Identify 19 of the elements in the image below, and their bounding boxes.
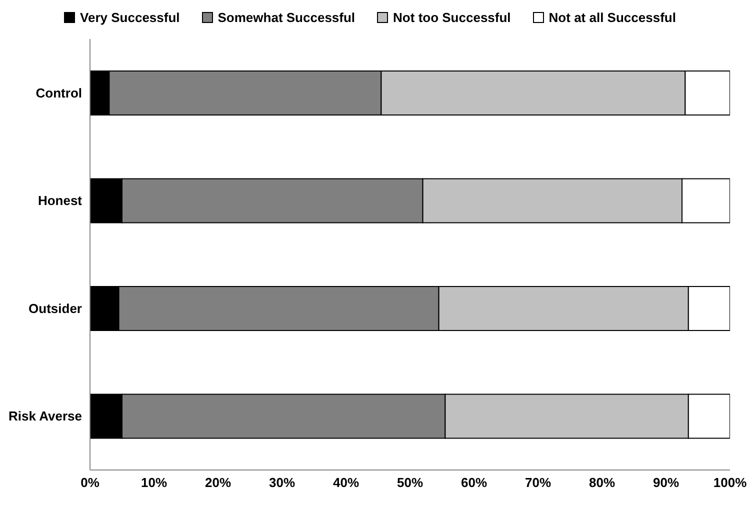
x-tick-label: 0% (80, 475, 100, 490)
y-tick-label: Honest (38, 193, 83, 208)
x-tick-label: 70% (524, 475, 552, 490)
x-tick-label: 60% (460, 475, 488, 490)
y-tick-label: Control (36, 85, 82, 100)
x-tick-label: 100% (713, 475, 748, 490)
x-tick-label: 10% (140, 475, 168, 490)
y-tick-label: Outsider (28, 300, 82, 316)
x-tick-label: 30% (268, 475, 296, 490)
legend-label: Somewhat Successful (218, 10, 356, 25)
legend-label: Not too Successful (393, 10, 511, 25)
y-tick-label: Risk Averse (8, 408, 82, 424)
legend-label: Not at all Successful (548, 10, 676, 25)
legend-label: Very Successful (80, 10, 180, 25)
x-tick-label: 90% (652, 475, 680, 490)
x-tick-label: 80% (588, 475, 616, 490)
x-tick-label: 20% (204, 475, 232, 490)
x-tick-label: 40% (332, 475, 360, 490)
x-tick-label: 50% (396, 475, 424, 490)
